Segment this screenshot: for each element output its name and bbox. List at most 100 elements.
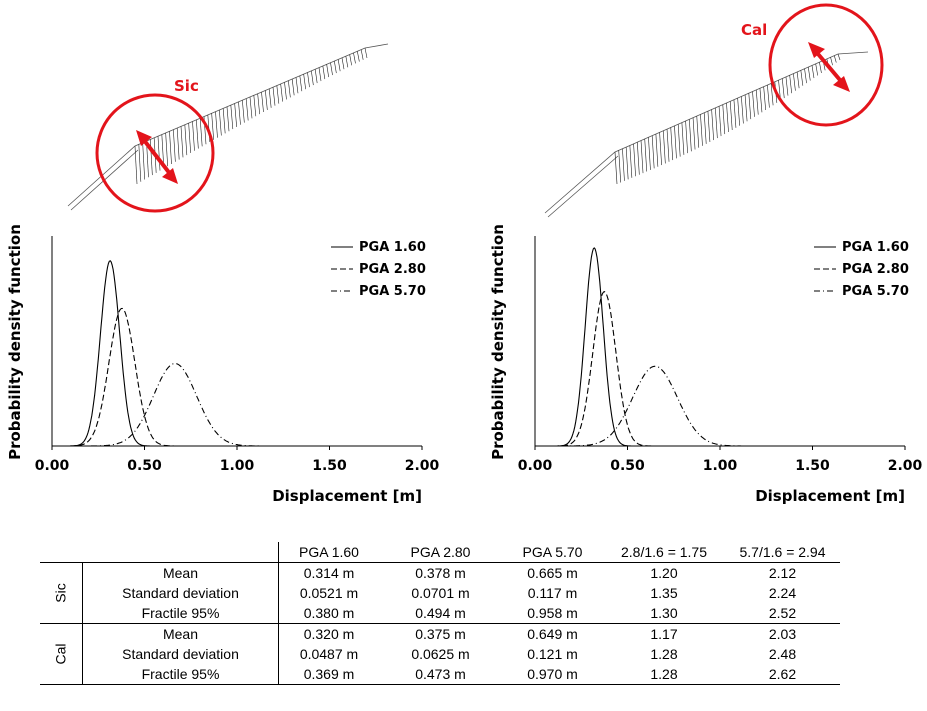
slice-line <box>633 143 636 177</box>
slice-line <box>215 111 218 138</box>
slice-line <box>722 104 726 135</box>
figure-panels: Sic Cal 0.00 0.50 1.00 1.50 2.00 Displacement… <box>6 3 923 505</box>
slice-line <box>364 47 368 59</box>
slice-line <box>622 148 625 181</box>
slice-line <box>249 96 253 119</box>
table-cell: 1.28 <box>603 664 725 685</box>
ground-profile <box>544 51 869 214</box>
series-line <box>535 290 905 447</box>
slice-line <box>689 119 692 152</box>
table-cell: 0.380 m <box>278 603 379 624</box>
slice-line <box>741 96 744 124</box>
slice-line <box>253 95 257 117</box>
slice-line <box>357 51 360 62</box>
slice-line <box>341 57 345 70</box>
slice-line <box>692 117 696 150</box>
row-label: Fractile 95% <box>141 605 220 621</box>
legend-label: PGA 1.60 <box>842 240 909 255</box>
slice-line <box>150 139 153 176</box>
slice-line <box>322 65 326 80</box>
slice-line <box>640 140 644 174</box>
row-label: Standard deviation <box>122 585 239 601</box>
x-axis-title: Displacement [m] <box>272 487 422 505</box>
slice-line <box>288 80 291 98</box>
slope-profile-sic <box>67 43 389 211</box>
table-cell: 1.28 <box>650 646 678 662</box>
slice-line <box>334 61 337 74</box>
x-tick-label: 2.00 <box>888 458 923 474</box>
slice-line <box>815 63 818 76</box>
x-tick-label: 1.50 <box>795 458 830 474</box>
slice-line <box>685 120 688 154</box>
slice-line <box>655 134 659 167</box>
table-cell: 1.35 <box>650 585 678 601</box>
slice-line <box>700 114 703 146</box>
series-line <box>52 307 422 447</box>
table-cell: 0.649 m <box>502 623 603 644</box>
slice-line <box>737 98 740 126</box>
slice-line <box>280 83 283 102</box>
pdf-chart-sic: 0.00 0.50 1.00 1.50 2.00 Displacement [m] Prob… <box>6 224 440 505</box>
slice-line <box>230 105 234 130</box>
slice-line <box>242 100 245 123</box>
slice-line <box>681 122 685 155</box>
table-cell: 1.30 <box>650 605 678 621</box>
slice-line <box>718 106 722 137</box>
arrow-head-sic-down <box>162 168 178 184</box>
table-cell: 0.473 m <box>379 664 502 685</box>
slice-line <box>763 86 766 111</box>
group-label-sic: Sic <box>40 562 83 624</box>
legend-label: PGA 5.70 <box>842 284 909 299</box>
slice-line <box>169 131 172 164</box>
slice-line <box>257 93 260 115</box>
slice-line <box>219 110 222 136</box>
slice-line <box>807 67 811 81</box>
slice-line <box>318 67 322 82</box>
slice-line <box>748 93 752 120</box>
slice-line <box>733 99 737 128</box>
slice-line <box>648 137 651 170</box>
row-label: Mean <box>82 623 279 644</box>
table-corner <box>40 542 83 563</box>
slice-line <box>811 65 815 79</box>
table-cell: 2.52 <box>768 605 797 621</box>
slice-line <box>268 88 272 108</box>
failure-zone-circle-sic <box>95 93 215 213</box>
slice-line <box>180 126 184 158</box>
slice-line <box>303 74 306 90</box>
ground-profile-base <box>547 155 619 218</box>
table-cell: 2.12 <box>725 562 840 583</box>
y-axis-title: Probability density function <box>489 224 507 460</box>
table-cell: 2.62 <box>725 664 840 685</box>
table-row: Fractile 95% 0.369 m 0.473 m 0.970 m 1.2… <box>40 664 840 685</box>
slice-line <box>345 56 349 68</box>
slice-line <box>188 123 191 153</box>
series-line <box>535 365 905 447</box>
table-cell: 0.117 m <box>527 585 578 601</box>
slice-line <box>272 87 276 106</box>
slice-line <box>349 54 352 66</box>
column-header: PGA 1.60 <box>278 542 379 563</box>
x-tick-label: 1.00 <box>220 458 255 474</box>
table-row: Sic Mean 0.314 m 0.378 m 0.665 m 1.20 2.… <box>40 562 840 624</box>
slice-line <box>625 147 629 180</box>
table-cell: 0.369 m <box>278 664 379 685</box>
slice-line <box>833 55 837 63</box>
slice-line <box>819 62 822 73</box>
series-line <box>535 247 905 447</box>
table-cell: 2.24 <box>768 585 797 601</box>
slice-line <box>157 136 161 171</box>
table-cell: 0.375 m <box>379 623 502 644</box>
slice-line <box>245 98 249 121</box>
slice-line <box>261 92 264 113</box>
slice-line <box>752 91 755 117</box>
legend-label: PGA 2.80 <box>359 262 426 277</box>
slope-sketch-cal: Cal <box>544 3 884 218</box>
slice-line <box>729 101 733 130</box>
slice-line <box>677 124 681 157</box>
slice-line <box>663 130 666 164</box>
table-cell: 1.17 <box>603 623 725 644</box>
slice-line <box>659 132 662 166</box>
slice-line <box>618 150 622 183</box>
column-header: PGA 5.70 <box>522 544 583 560</box>
